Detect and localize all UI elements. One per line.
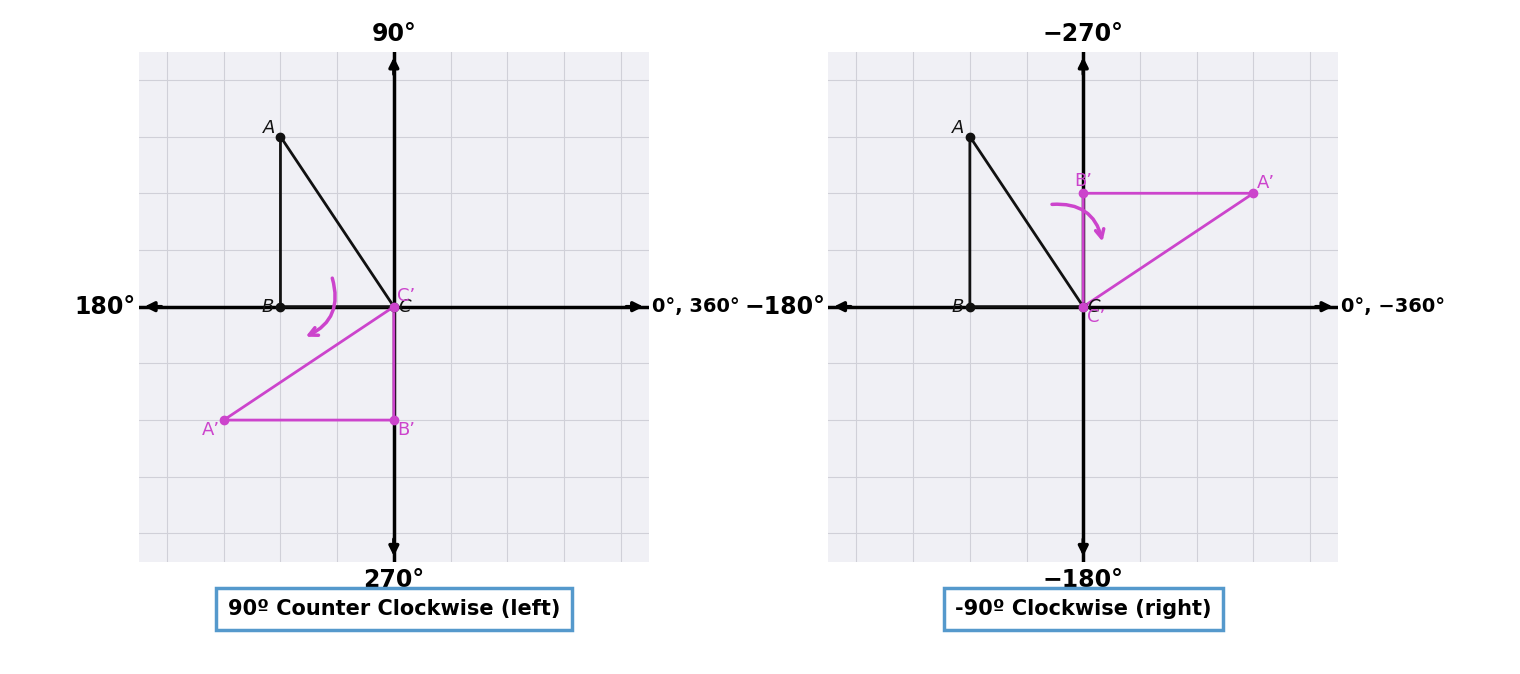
Text: A: A bbox=[953, 119, 965, 137]
Text: -90º Clockwise (right): -90º Clockwise (right) bbox=[955, 599, 1211, 619]
Text: 0°, −360°: 0°, −360° bbox=[1341, 297, 1446, 316]
Text: 180°: 180° bbox=[74, 295, 135, 319]
Text: A’: A’ bbox=[202, 421, 220, 439]
Text: C’: C’ bbox=[1087, 308, 1105, 326]
Text: −270°: −270° bbox=[1043, 22, 1123, 46]
Text: −180°: −180° bbox=[1043, 568, 1123, 592]
Text: B’: B’ bbox=[397, 421, 415, 439]
Text: B: B bbox=[261, 298, 274, 315]
Text: C’: C’ bbox=[397, 288, 415, 305]
Text: A: A bbox=[263, 119, 275, 137]
Text: B’: B’ bbox=[1075, 172, 1093, 190]
Text: B: B bbox=[952, 298, 964, 315]
Text: 270°: 270° bbox=[363, 568, 424, 592]
Text: C: C bbox=[398, 298, 410, 315]
Text: C: C bbox=[1087, 298, 1100, 315]
Text: A’: A’ bbox=[1257, 174, 1275, 192]
Text: 90º Counter Clockwise (left): 90º Counter Clockwise (left) bbox=[228, 599, 559, 619]
Text: −180°: −180° bbox=[745, 295, 825, 319]
Text: 0°, 360°: 0°, 360° bbox=[652, 297, 740, 316]
Text: 90°: 90° bbox=[371, 22, 416, 46]
